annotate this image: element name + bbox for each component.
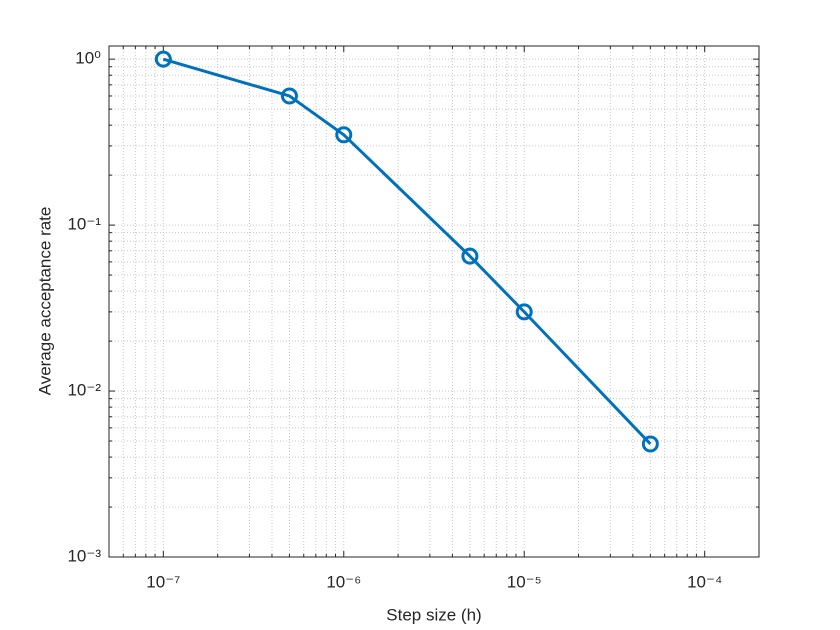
data-marker: [641, 435, 659, 453]
x-tick-label: 10⁻⁴: [687, 572, 722, 591]
data-line: [162, 57, 652, 445]
x-axis-label: Step size (h): [386, 605, 481, 624]
data-marker: [280, 87, 298, 105]
x-tick-label: 10⁻⁷: [146, 572, 180, 591]
data-marker: [515, 303, 533, 321]
y-tick-label: 10⁻¹: [67, 215, 101, 234]
data-marker: [461, 247, 479, 265]
x-tick-label: 10⁻⁵: [507, 572, 542, 591]
data-marker: [154, 50, 172, 68]
y-axis-label: Average acceptance rate: [35, 207, 54, 396]
axes-box: [108, 45, 760, 558]
y-tick-label: 10⁰: [75, 49, 101, 68]
x-tick-label: 10⁻⁶: [326, 572, 361, 591]
grid: [108, 46, 760, 558]
data-marker: [335, 126, 353, 144]
y-tick-label: 10⁻³: [67, 546, 101, 565]
y-tick-label: 10⁻²: [67, 381, 101, 400]
